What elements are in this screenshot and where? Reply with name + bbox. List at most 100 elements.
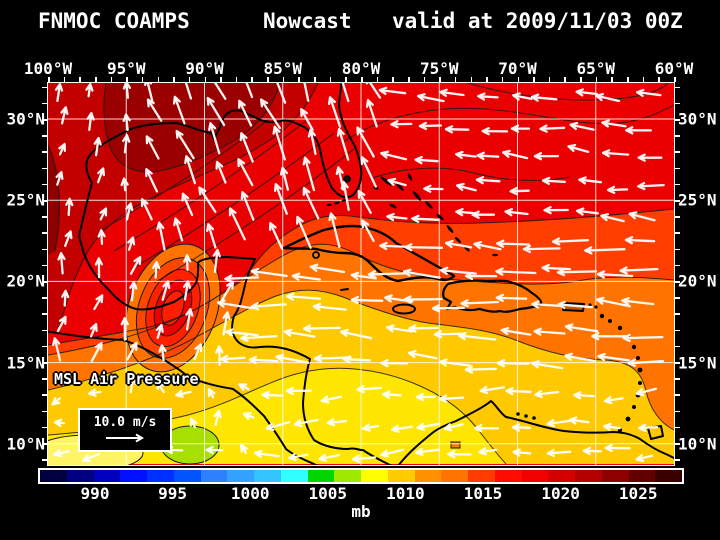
colorbar-segment [387, 470, 415, 482]
colorbar-segment [227, 470, 254, 482]
degree-tick [345, 77, 347, 82]
title-product: FNMOC COAMPS [38, 9, 190, 33]
degree-tick [470, 77, 473, 82]
colorbar-segment [494, 470, 522, 482]
wind-arrows-layer [51, 83, 665, 463]
colorbar-segment [468, 470, 495, 482]
pressure-colorbar [38, 468, 684, 484]
coastlines [48, 83, 674, 465]
colorbar-segment [575, 470, 602, 482]
degree-tick [675, 313, 680, 315]
degree-tick [63, 77, 66, 82]
degree-tick [42, 232, 47, 234]
colorbar-tick-label: 1020 [541, 484, 580, 503]
degree-tick [42, 200, 47, 202]
lat-label: 30°N [6, 109, 45, 129]
degree-tick [329, 77, 332, 82]
degree-tick [79, 77, 81, 82]
degree-tick [533, 77, 535, 82]
degree-tick [42, 394, 47, 396]
degree-tick [204, 77, 207, 82]
degree-tick [517, 77, 520, 82]
degree-tick [42, 102, 47, 105]
degree-tick [674, 77, 676, 82]
degree-tick [42, 329, 47, 332]
degree-tick [42, 345, 47, 348]
degree-tick [675, 135, 680, 137]
degree-tick [376, 77, 379, 82]
lat-label: 30°N [678, 109, 717, 129]
wind-reference-arrow-icon [106, 433, 144, 443]
degree-tick [675, 410, 680, 413]
lon-label: 85°W [263, 59, 303, 78]
degree-tick [675, 264, 680, 267]
colorbar-segment [254, 470, 281, 482]
degree-tick [486, 77, 488, 82]
colorbar-segment [120, 470, 147, 482]
degree-tick [595, 77, 598, 82]
colorbar-segment [601, 470, 629, 482]
colorbar-tick-label: 995 [158, 484, 188, 503]
degree-tick [611, 77, 613, 82]
degree-tick [42, 281, 47, 283]
title-run-type: Nowcast [263, 9, 352, 33]
colorbar-segment [521, 470, 549, 482]
colorbar-unit-label: mb [351, 502, 371, 521]
lat-label: 15°N [6, 353, 45, 373]
degree-tick [564, 77, 567, 82]
colorbar-segment [173, 470, 201, 482]
lon-label: 100°W [23, 59, 73, 78]
colorbar-segment [361, 470, 388, 482]
degree-tick [42, 443, 47, 445]
colorbar-tick-labels: 990 995 1000 1005 1010 1015 1020 1025 [39, 484, 683, 503]
colorbar-tick-label: 1005 [308, 484, 348, 503]
colorbar-segment [280, 470, 308, 482]
lon-label: 75°W [419, 59, 459, 78]
wind-speed-value: 10.0 m/s [93, 415, 157, 430]
lon-label: 80°W [341, 59, 381, 78]
colorbar-segment [334, 470, 361, 482]
wind-speed-legend: 10.0 m/s [78, 408, 172, 452]
degree-tick [42, 86, 47, 89]
lon-label: 95°W [106, 59, 146, 78]
colorbar-tick-label: 1000 [230, 484, 270, 503]
degree-tick [675, 216, 680, 218]
degree-tick [675, 378, 680, 380]
colorbar-segment [40, 470, 67, 482]
degree-tick [675, 281, 680, 283]
colorbar-segment [628, 470, 656, 482]
degree-tick [42, 151, 47, 153]
degree-tick [220, 77, 222, 82]
degree-tick [42, 378, 47, 380]
degree-tick [110, 77, 113, 82]
lat-label: 15°N [678, 353, 717, 373]
degree-tick [235, 77, 238, 82]
degree-tick [42, 459, 47, 461]
degree-tick [675, 362, 680, 364]
degree-tick [675, 297, 680, 299]
degree-tick [439, 77, 441, 82]
lat-label: 10°N [6, 434, 45, 454]
degree-tick [407, 77, 410, 82]
degree-tick [658, 77, 660, 82]
colorbar-tick-label: 1010 [386, 484, 425, 503]
degree-tick [48, 77, 50, 82]
degree-tick [675, 329, 680, 332]
degree-tick [501, 77, 504, 82]
degree-tick [267, 77, 269, 82]
degree-tick [675, 183, 680, 186]
degree-tick [42, 248, 47, 251]
lon-label: 70°W [498, 59, 537, 78]
colorbar-segment [147, 470, 174, 482]
degree-tick [298, 77, 300, 82]
degree-tick [42, 313, 47, 315]
degree-tick [675, 426, 680, 429]
degree-tick [42, 264, 47, 267]
degree-tick [188, 77, 191, 82]
degree-tick [173, 77, 175, 82]
degree-tick [423, 77, 426, 82]
lat-label: 20°N [6, 271, 45, 291]
degree-tick [94, 77, 97, 82]
degree-tick [392, 77, 394, 82]
